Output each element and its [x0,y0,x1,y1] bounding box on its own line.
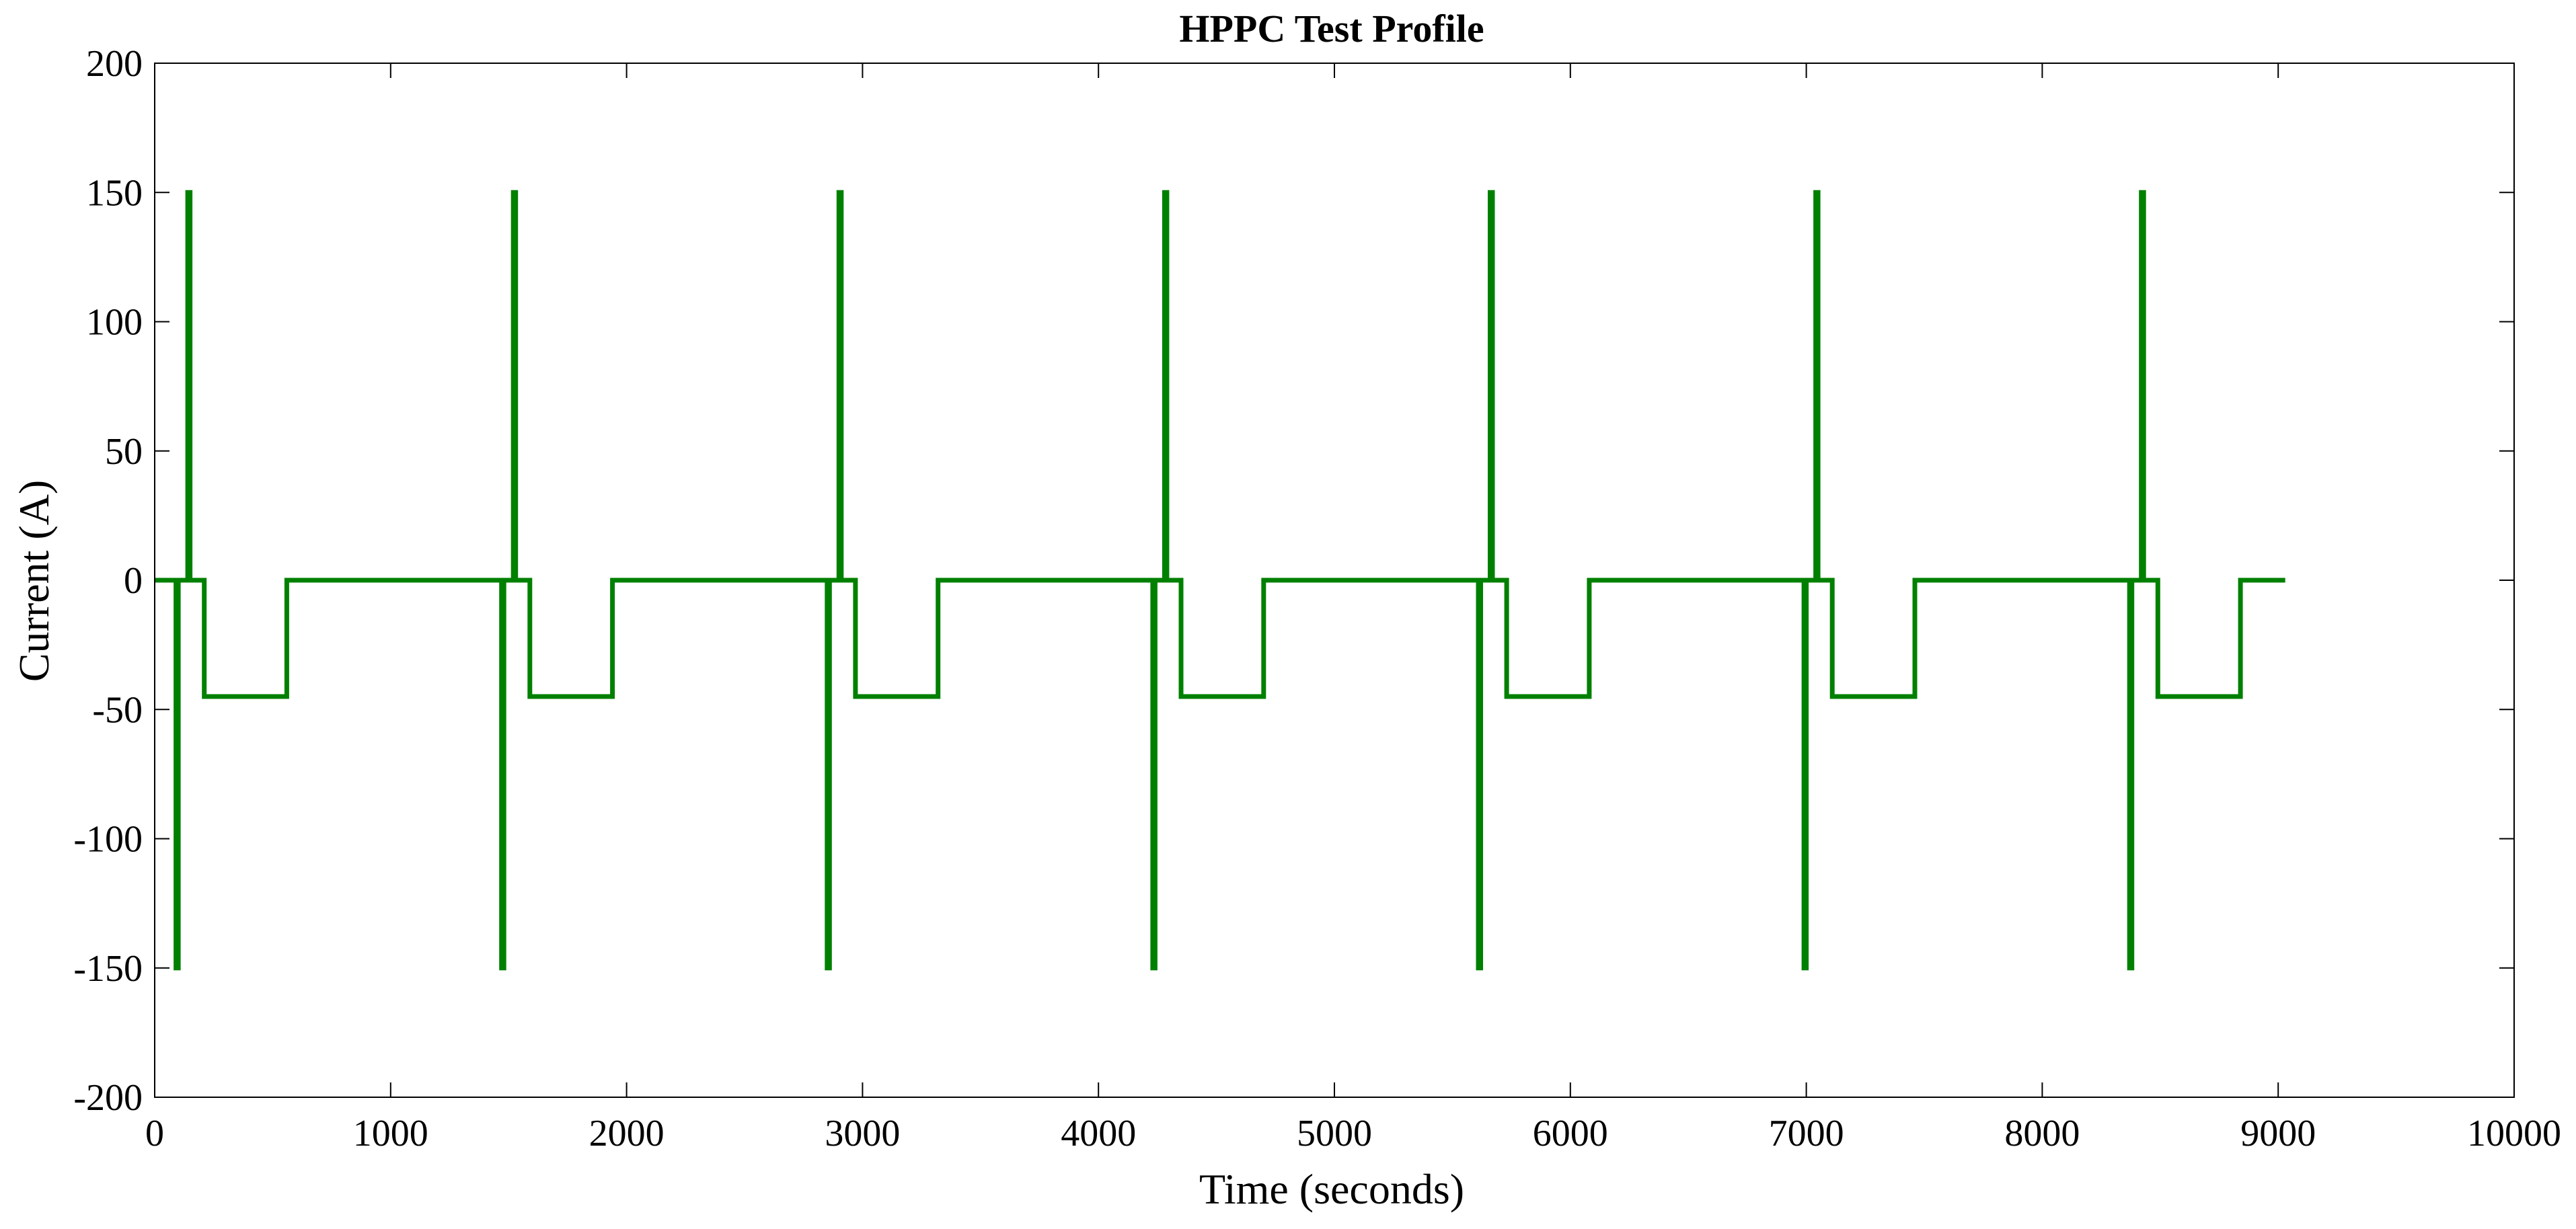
x-tick-label: 10000 [2467,1113,2561,1154]
x-tick-label: 6000 [1533,1113,1608,1154]
x-tick-label: 1000 [353,1113,428,1154]
y-tick-label: 150 [86,172,143,214]
x-tick-label: 2000 [589,1113,665,1154]
y-tick-label: -50 [92,689,143,731]
x-tick-label: 3000 [825,1113,900,1154]
y-tick-label: 100 [86,302,143,344]
y-tick-label: 50 [105,431,143,473]
x-tick-label: 0 [145,1113,164,1154]
x-tick-label: 9000 [2240,1113,2316,1154]
data-layer [155,190,2285,971]
x-tick-label: 8000 [2004,1113,2080,1154]
y-axis-label: Current (A) [10,480,58,682]
series-line-0 [155,190,2285,971]
y-tick-label: 200 [86,43,143,85]
y-tick-label: 0 [124,560,143,602]
y-tick-label: -100 [73,819,143,861]
ticks-layer: 0 1000 2000 3000 4000 5000 6000 7000 8000 9000 100… [73,43,2561,1154]
y-tick-label: -200 [73,1077,143,1119]
x-tick-label: 4000 [1061,1113,1136,1154]
x-tick-label: 5000 [1297,1113,1372,1154]
x-tick-label: 7000 [1769,1113,1844,1154]
plot-frame [154,63,2515,1098]
x-axis-label: Time (seconds) [1199,1165,1464,1213]
chart-title: HPPC Test Profile [1179,7,1484,50]
y-tick-label: -150 [73,948,143,990]
